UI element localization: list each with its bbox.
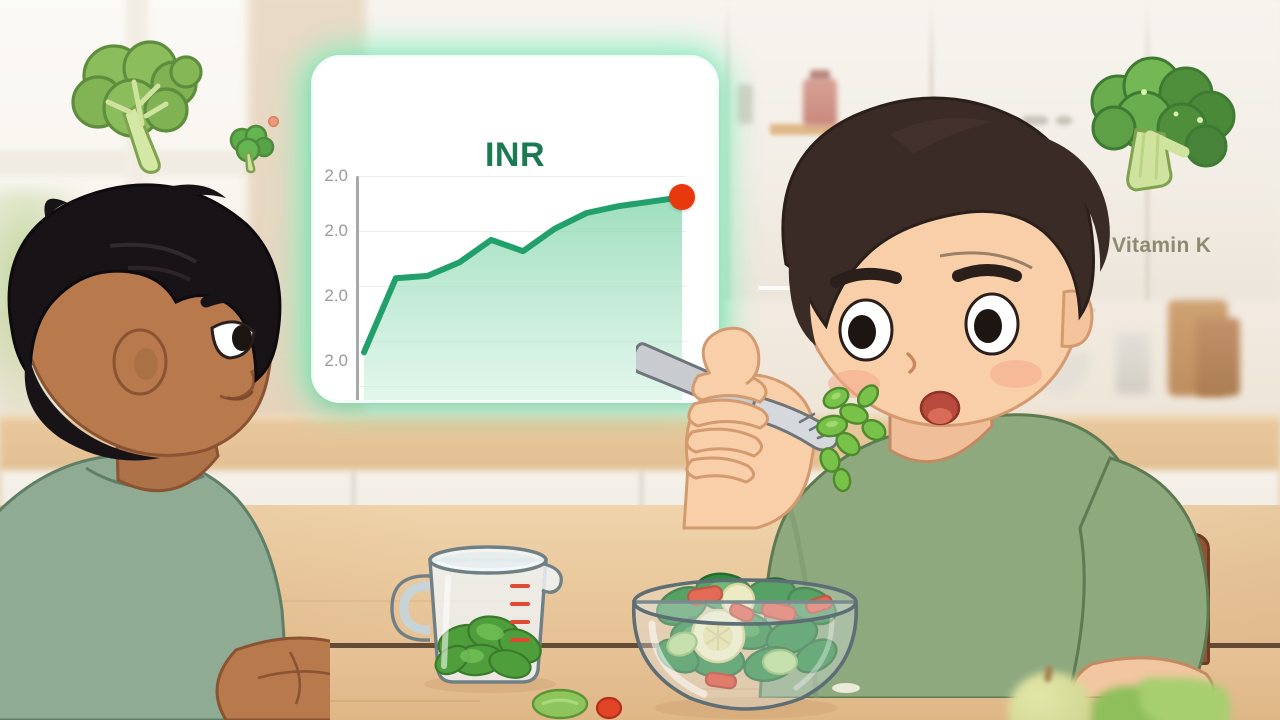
eyebrow-right: [952, 264, 1022, 282]
fingers: [685, 369, 769, 484]
crumb-on-table: [828, 680, 864, 696]
measuring-marks: [510, 584, 530, 642]
boy-right-eating: [640, 78, 1260, 700]
thumb: [701, 326, 761, 386]
tomato-bit-on-table: [594, 694, 624, 720]
hair-right-boy: [781, 96, 1095, 330]
chart-screen[interactable]: INR 2.0 2.0 2.0 2.0 0 0 3.0 3.l0 3.0: [314, 58, 716, 400]
foreground-leaf: [1140, 678, 1230, 720]
eyebrow-left: [830, 267, 902, 288]
measuring-cup: [386, 534, 576, 694]
leaf-bit-on-table: [530, 686, 590, 720]
greens-on-fork: [815, 384, 887, 493]
chart-series-svg: [361, 194, 685, 400]
vitamin-k-label: Vitamin K: [1112, 234, 1212, 257]
y-tick-label: 2.0: [324, 351, 348, 370]
y-tick-label: 2.0: [324, 286, 348, 305]
fork-hand-group: [630, 280, 956, 530]
terracotta-jar: [803, 78, 837, 126]
cheek-blush: [990, 360, 1042, 388]
y-axis: [356, 176, 359, 400]
salad-bowl: [620, 548, 870, 720]
gridline: [356, 231, 686, 232]
leafy-green-small: [226, 122, 278, 174]
broccoli-right: [1078, 50, 1246, 200]
shirt-left-boy: [0, 453, 292, 720]
hands-left-boy: [215, 636, 389, 720]
jar-lid: [810, 70, 830, 80]
orange-dot: [268, 116, 279, 127]
chart-title: INR: [484, 136, 546, 174]
motion-line: [758, 286, 792, 290]
chart-area-fill: [364, 197, 682, 400]
chart-endpoint-marker[interactable]: [669, 184, 695, 211]
y-tick-label: 2.0: [324, 221, 348, 240]
wooden-canister: [1196, 318, 1240, 396]
chart-plot-area: 2.0 2.0 2.0 2.0 0 0 3.0 3.l0 3.0: [324, 166, 695, 400]
broccoli-left: [62, 28, 222, 178]
shirt-right-boy: [758, 413, 1172, 700]
eyebrow-left-boy: [200, 291, 258, 308]
glass-bowl: [631, 600, 859, 711]
nose: [906, 352, 917, 374]
cabinet-handle: [1056, 116, 1072, 125]
mouth-left-boy: [226, 390, 254, 401]
gridline: [356, 176, 686, 177]
table-grain: [240, 600, 540, 602]
boy-left-profile: [0, 180, 389, 720]
y-tick-label: 2.0: [324, 166, 348, 185]
cabinet-handle: [1022, 116, 1048, 125]
knife-block: [1116, 332, 1150, 394]
shelf-bottle: [737, 84, 753, 124]
chart-line: [361, 194, 685, 356]
